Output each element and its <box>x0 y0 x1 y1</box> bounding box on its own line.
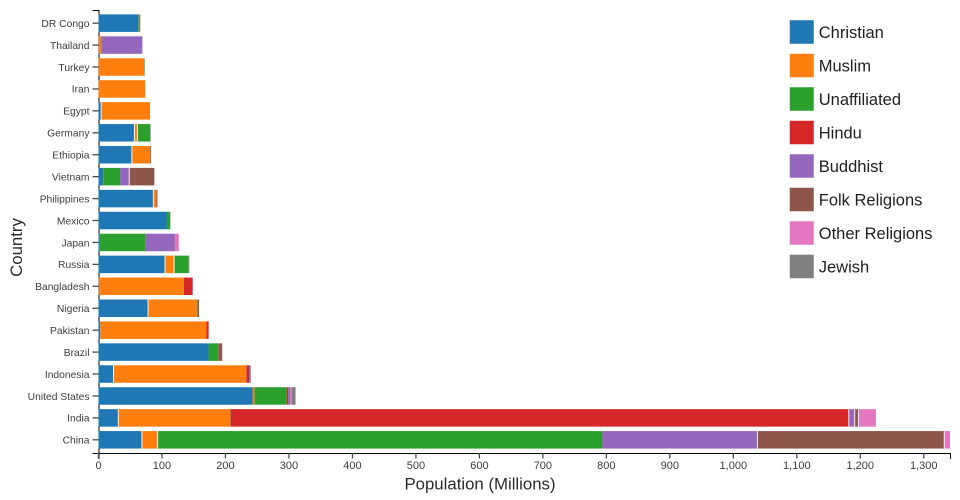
svg-text:1,000: 1,000 <box>720 460 748 472</box>
svg-text:Germany: Germany <box>47 129 90 140</box>
svg-text:DR Congo: DR Congo <box>41 19 89 30</box>
svg-text:Russia: Russia <box>58 260 90 271</box>
svg-text:Thailand: Thailand <box>50 41 90 52</box>
svg-text:1,300: 1,300 <box>910 460 938 472</box>
svg-text:Country: Country <box>7 218 26 277</box>
svg-text:1,200: 1,200 <box>847 460 875 472</box>
svg-text:Other Religions: Other Religions <box>819 225 933 243</box>
svg-text:100: 100 <box>153 460 171 472</box>
svg-text:Bangladesh: Bangladesh <box>35 282 90 293</box>
svg-text:0: 0 <box>95 460 101 472</box>
svg-text:600: 600 <box>470 460 488 472</box>
svg-text:900: 900 <box>661 460 679 472</box>
svg-text:200: 200 <box>216 460 234 472</box>
svg-text:400: 400 <box>343 460 361 472</box>
svg-text:Muslim: Muslim <box>819 58 871 76</box>
svg-text:Christian: Christian <box>819 24 884 42</box>
svg-text:Japan: Japan <box>61 238 89 249</box>
svg-text:China: China <box>63 436 90 447</box>
svg-text:1,100: 1,100 <box>783 460 811 472</box>
svg-text:300: 300 <box>280 460 298 472</box>
svg-text:Turkey: Turkey <box>58 63 90 74</box>
svg-text:Brazil: Brazil <box>64 348 90 359</box>
svg-text:Hindu: Hindu <box>819 125 862 143</box>
svg-text:Unaffiliated: Unaffiliated <box>819 91 901 109</box>
svg-text:700: 700 <box>534 460 552 472</box>
svg-text:800: 800 <box>597 460 615 472</box>
svg-text:Philippines: Philippines <box>40 194 90 205</box>
svg-text:Jewish: Jewish <box>819 259 869 277</box>
svg-text:Indonesia: Indonesia <box>45 370 90 381</box>
svg-text:Mexico: Mexico <box>57 216 90 227</box>
svg-text:Population (Millions): Population (Millions) <box>404 475 555 494</box>
svg-text:500: 500 <box>407 460 425 472</box>
svg-text:Folk Religions: Folk Religions <box>819 192 923 210</box>
svg-text:Egypt: Egypt <box>63 107 89 118</box>
svg-text:Vietnam: Vietnam <box>52 172 90 183</box>
svg-text:Iran: Iran <box>72 85 90 96</box>
svg-text:India: India <box>67 414 90 425</box>
svg-text:United States: United States <box>28 392 90 403</box>
svg-text:Pakistan: Pakistan <box>50 326 90 337</box>
svg-text:Ethiopia: Ethiopia <box>52 151 89 162</box>
svg-text:Buddhist: Buddhist <box>819 158 884 176</box>
svg-text:Nigeria: Nigeria <box>57 304 90 315</box>
